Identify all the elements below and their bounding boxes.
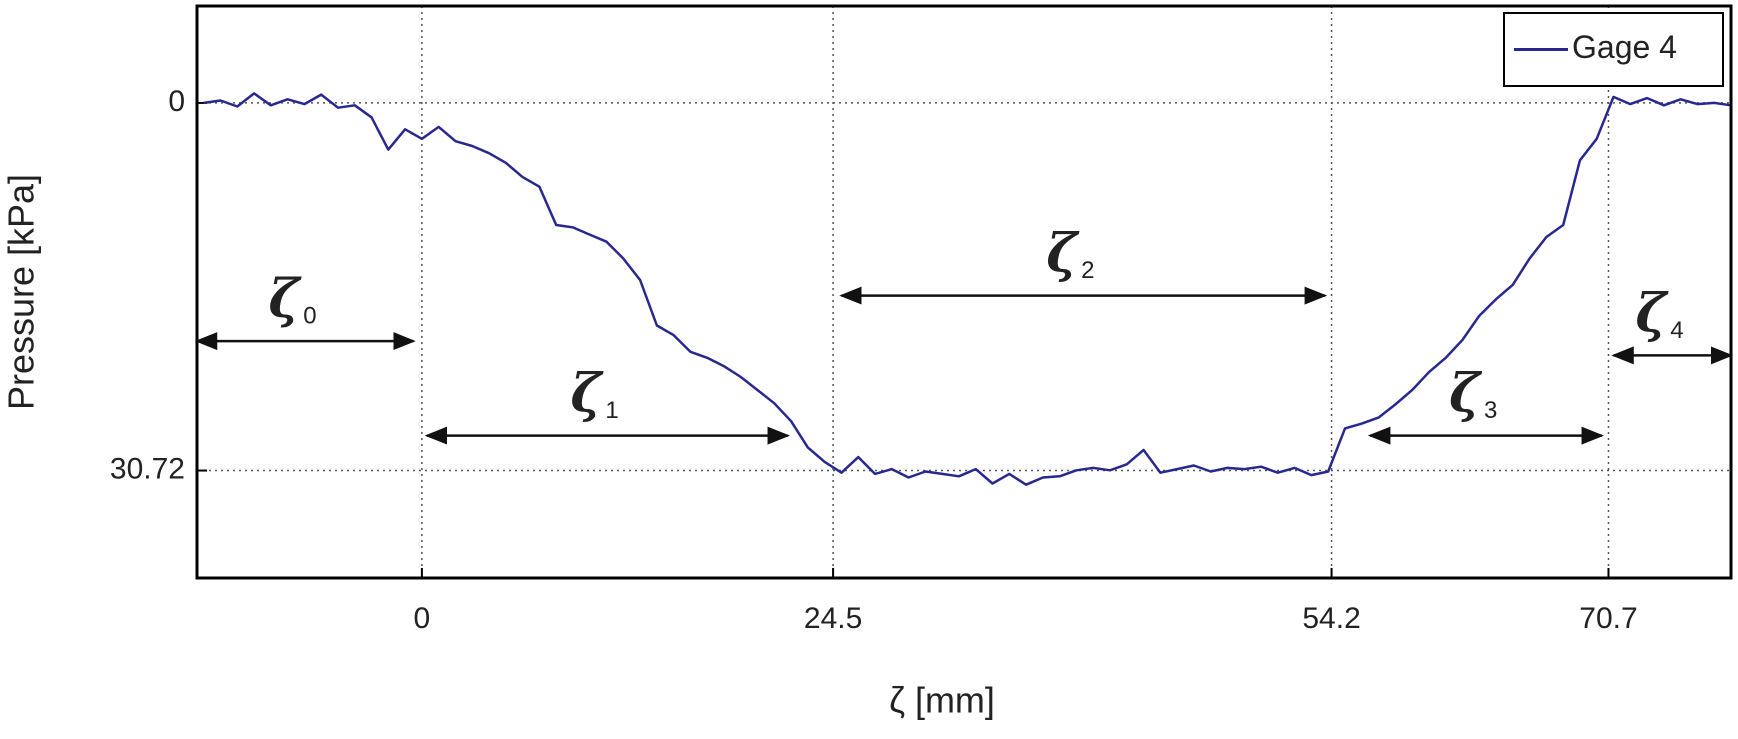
region-symbol: ζ <box>571 363 605 424</box>
y-axis-label: Pressure [kPa] <box>1 174 42 410</box>
x-tick-label: 54.2 <box>1302 602 1360 635</box>
x-tick-label: 70.7 <box>1579 602 1637 635</box>
plot-frame <box>195 4 1733 580</box>
region-symbol: ζ <box>1635 283 1669 344</box>
region-symbol: ζ <box>1449 363 1483 424</box>
x-axis-label: ζ [mm] <box>889 680 995 721</box>
region-symbol: ζ <box>1046 223 1080 284</box>
x-tick-label: 24.5 <box>804 602 862 635</box>
data-line <box>203 92 1732 486</box>
legend-label: Gage 4 <box>1572 29 1677 65</box>
region-subscript: 3 <box>1484 397 1497 424</box>
region-subscript: 0 <box>303 302 316 329</box>
region-symbol: ζ <box>268 269 302 330</box>
x-tick-label: 0 <box>414 602 431 635</box>
region-subscript: 1 <box>605 397 618 424</box>
y-tick-label: 0 <box>168 85 185 118</box>
region-subscript: 2 <box>1081 257 1094 284</box>
region-subscript: 4 <box>1670 317 1683 344</box>
y-tick-label: 30.72 <box>110 452 185 485</box>
